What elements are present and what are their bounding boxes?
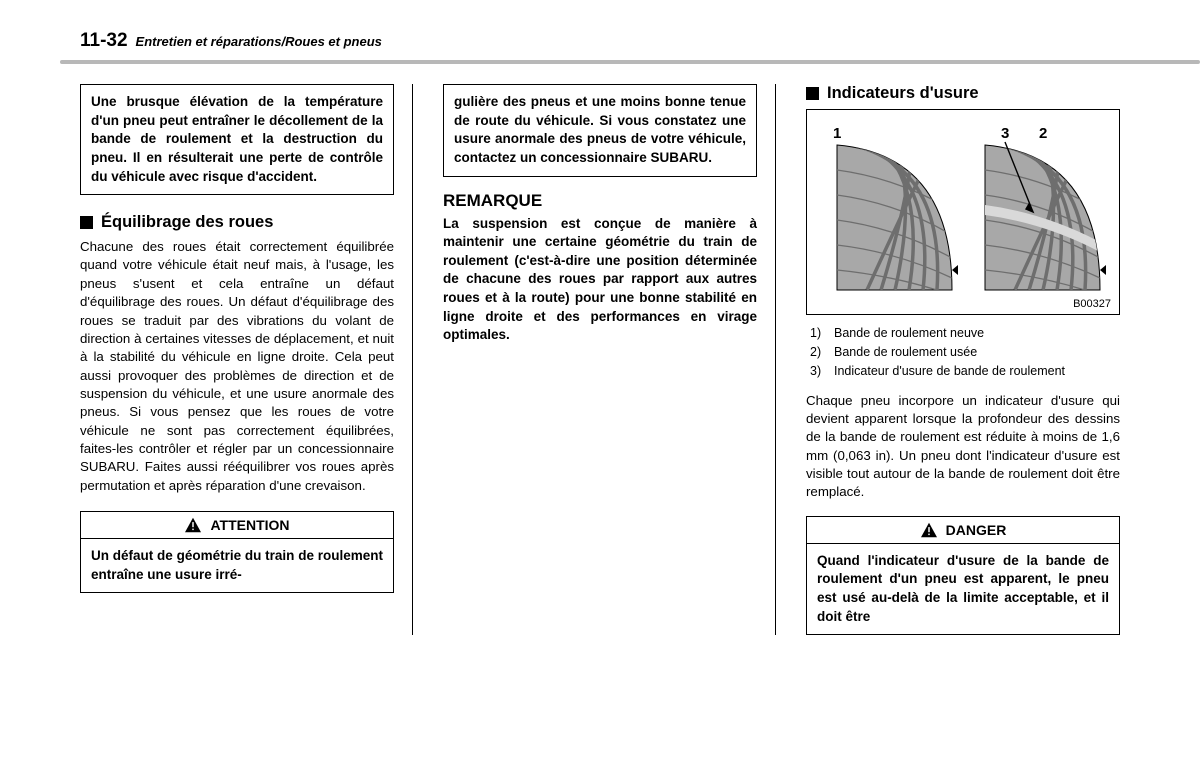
fig-label-2: 2 xyxy=(1039,125,1047,142)
attention-text: Un défaut de géométrie du train de roule… xyxy=(91,547,383,584)
remarque-heading: REMARQUE xyxy=(443,191,757,211)
caption-row: 3) Indicateur d'usure de bande de roulem… xyxy=(806,363,1120,380)
caption-row: 1) Bande de roulement neuve xyxy=(806,325,1120,342)
body-paragraph: Chacune des roues était correctement équ… xyxy=(80,238,394,495)
square-bullet-icon xyxy=(80,216,93,229)
page-number: 11-32 xyxy=(80,30,128,52)
tire-worn xyxy=(985,145,1106,295)
column-1: Une brusque élévation de la température … xyxy=(80,84,413,635)
warning-triangle-icon xyxy=(920,522,938,538)
attention-header: ATTENTION xyxy=(80,511,394,538)
body-paragraph: Chaque pneu incorpore un indicateur d'us… xyxy=(806,392,1120,502)
caption-text: Indicateur d'usure de bande de roulement xyxy=(834,363,1120,380)
warning-text: Une brusque élévation de la température … xyxy=(91,93,383,186)
caption-text: Bande de roulement neuve xyxy=(834,325,1120,342)
fig-label-3: 3 xyxy=(1001,125,1009,142)
tire-diagram: 1 3 2 xyxy=(817,120,1117,305)
caption-num: 1) xyxy=(806,325,834,342)
caption-row: 2) Bande de roulement usée xyxy=(806,344,1120,361)
tire-new xyxy=(837,145,958,295)
caption-num: 2) xyxy=(806,344,834,361)
header-rule xyxy=(60,60,1200,64)
section-title: Équilibrage des roues xyxy=(101,213,273,232)
warning-box-continued: Une brusque élévation de la température … xyxy=(80,84,394,195)
attention-label: ATTENTION xyxy=(210,517,289,533)
column-3: Indicateurs d'usure 1 3 2 xyxy=(806,84,1120,635)
danger-text: Quand l'indicateur d'usure de la bande d… xyxy=(817,552,1109,627)
breadcrumb: Entretien et réparations/Roues et pneus xyxy=(136,34,382,49)
remarque-body: La suspension est conçue de manière à ma… xyxy=(443,215,757,345)
section-title: Indicateurs d'usure xyxy=(827,84,979,103)
figure-captions: 1) Bande de roulement neuve 2) Bande de … xyxy=(806,325,1120,380)
caption-text: Bande de roulement usée xyxy=(834,344,1120,361)
square-bullet-icon xyxy=(806,87,819,100)
attention-body: Un défaut de géométrie du train de roule… xyxy=(80,538,394,593)
attention-continued-text: gulière des pneus et une moins bonne ten… xyxy=(454,93,746,168)
danger-header: DANGER xyxy=(806,516,1120,543)
figure-tire-wear: 1 3 2 xyxy=(806,109,1120,315)
column-2: gulière des pneus et une moins bonne ten… xyxy=(443,84,776,635)
fig-label-1: 1 xyxy=(833,125,841,142)
danger-body: Quand l'indicateur d'usure de la bande d… xyxy=(806,543,1120,636)
section-heading-balancing: Équilibrage des roues xyxy=(80,213,394,232)
attention-box-continued: gulière des pneus et une moins bonne ten… xyxy=(443,84,757,177)
caption-num: 3) xyxy=(806,363,834,380)
danger-label: DANGER xyxy=(946,522,1007,538)
page-header: 11-32 Entretien et réparations/Roues et … xyxy=(80,30,1120,52)
figure-code: B00327 xyxy=(1073,298,1111,310)
warning-triangle-icon xyxy=(184,517,202,533)
section-heading-wear: Indicateurs d'usure xyxy=(806,84,1120,103)
